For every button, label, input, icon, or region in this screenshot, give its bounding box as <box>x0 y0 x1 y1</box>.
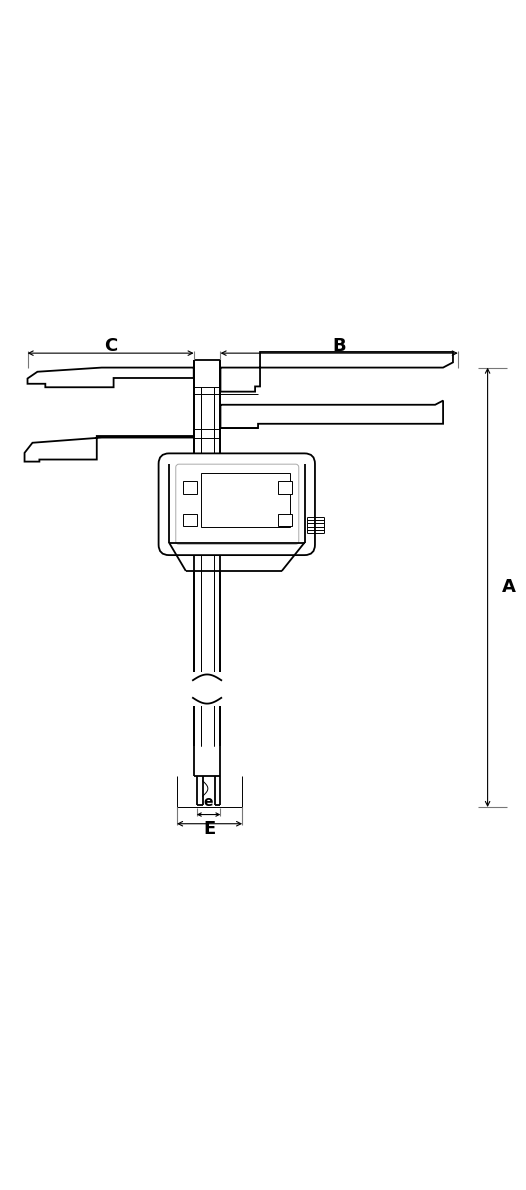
Text: C: C <box>104 337 117 355</box>
Text: E: E <box>204 820 216 838</box>
Bar <box>183 481 197 494</box>
Bar <box>278 514 292 526</box>
Bar <box>169 534 304 545</box>
Text: A: A <box>501 578 515 596</box>
Text: B: B <box>332 337 346 355</box>
Bar <box>183 514 197 526</box>
Text: e: e <box>204 795 214 809</box>
Bar <box>192 672 222 706</box>
FancyBboxPatch shape <box>176 464 299 544</box>
FancyBboxPatch shape <box>159 453 315 555</box>
Bar <box>278 481 292 494</box>
Bar <box>200 472 290 527</box>
